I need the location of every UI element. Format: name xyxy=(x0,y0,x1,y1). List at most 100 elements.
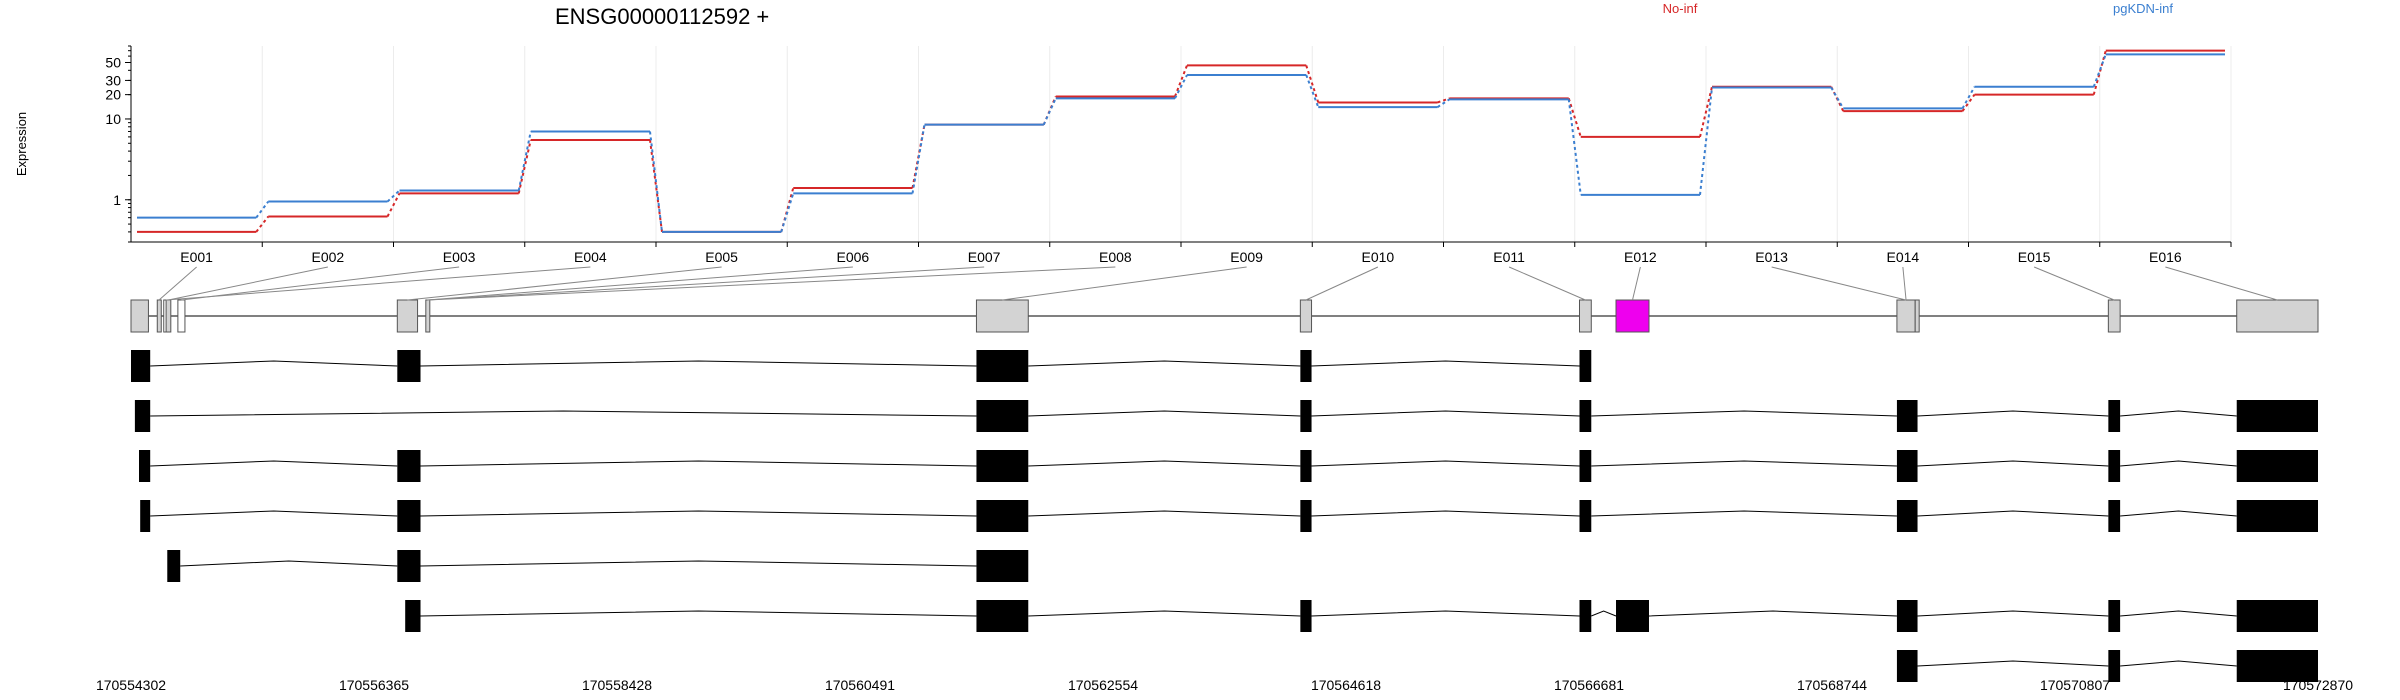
intron-line xyxy=(420,510,977,517)
x-tick-label: E004 xyxy=(574,249,607,265)
transcript-exon xyxy=(1579,600,1592,632)
exon-link xyxy=(1002,266,1247,301)
y-tick-label: 30 xyxy=(105,72,121,88)
transcript-exon xyxy=(1300,350,1312,382)
genomic-tick-label: 170570807 xyxy=(2040,677,2110,693)
legend-pgkdn-inf: pgKDN-inf xyxy=(2113,1,2173,16)
transcript-exon xyxy=(1579,400,1592,432)
transcripts xyxy=(131,350,2318,682)
intron-line xyxy=(2120,510,2237,517)
series-connector xyxy=(1436,98,1451,108)
series-connector xyxy=(1437,97,1450,104)
genomic-tick-label: 170568744 xyxy=(1797,677,1867,693)
exon-link xyxy=(427,266,1116,301)
x-tick-label: E006 xyxy=(837,249,870,265)
transcript-exon xyxy=(405,600,421,632)
x-tick-label: E013 xyxy=(1755,249,1788,265)
legend-no-inf: No-inf xyxy=(1663,1,1698,16)
intron-line xyxy=(1028,410,1301,417)
transcript-exon xyxy=(2236,500,2318,532)
series-connector xyxy=(1699,86,1713,138)
transcript-exon xyxy=(976,500,1029,532)
genomic-tick-label: 170572870 xyxy=(2283,677,2353,693)
intron-line xyxy=(150,360,398,367)
exon-link xyxy=(1508,266,1586,301)
transcript-exon xyxy=(976,450,1029,482)
transcript-exon xyxy=(2108,500,2121,532)
intron-line xyxy=(150,460,398,467)
x-tick-label: E010 xyxy=(1362,249,1395,265)
intron-line xyxy=(180,560,398,567)
intron-line xyxy=(1917,610,2109,617)
series-connector xyxy=(386,189,401,203)
exon-box xyxy=(975,299,1029,333)
exon-link xyxy=(2165,266,2278,301)
x-tick-label: E014 xyxy=(1887,249,1920,265)
transcript-exon xyxy=(2236,600,2318,632)
x-tick-label: E012 xyxy=(1624,249,1657,265)
y-tick-label: 50 xyxy=(105,54,121,70)
exon-box xyxy=(1615,299,1650,333)
exon-link xyxy=(158,266,197,301)
x-tick-label: E016 xyxy=(2149,249,2182,265)
series-connector xyxy=(1567,99,1582,195)
transcript-row xyxy=(1896,650,2318,682)
transcript-exon xyxy=(2108,650,2121,682)
series-connector xyxy=(517,131,532,191)
transcript-exon xyxy=(167,550,181,582)
transcript-exon xyxy=(2108,450,2121,482)
y-axis-label: Expression xyxy=(14,112,29,176)
x-tick-label: E007 xyxy=(968,249,1001,265)
transcript-exon xyxy=(2108,400,2121,432)
transcript-exon xyxy=(131,350,151,382)
intron-line xyxy=(150,510,398,517)
transcript-exon xyxy=(134,400,151,432)
exon-link xyxy=(1902,266,1907,301)
exon-link xyxy=(1632,266,1641,301)
transcript-exon xyxy=(397,550,421,582)
intron-line xyxy=(420,610,977,617)
x-tick-label: E015 xyxy=(2018,249,2051,265)
transcript-row xyxy=(405,600,2318,632)
exon-link xyxy=(427,266,853,301)
y-tick-label: 1 xyxy=(113,192,121,208)
intron-line xyxy=(1917,510,2109,517)
series-connector xyxy=(1830,87,1845,109)
x-tick-label: E011 xyxy=(1493,249,1525,265)
genomic-tick-label: 170566681 xyxy=(1554,677,1624,693)
exon-link xyxy=(181,266,460,301)
transcript-exon xyxy=(397,450,421,482)
series-pgkdn-inf xyxy=(137,53,2225,233)
x-tick-label: E001 xyxy=(180,249,213,265)
genomic-tick-label: 170556365 xyxy=(339,677,409,693)
transcript-exon xyxy=(140,500,151,532)
transcript-exon xyxy=(976,600,1029,632)
series-connector xyxy=(1961,86,1976,109)
y-tick-label: 10 xyxy=(105,111,121,127)
series-connector xyxy=(1174,74,1188,99)
intron-line xyxy=(1591,410,1897,417)
exon-box xyxy=(2107,299,2121,333)
x-tick-label: E002 xyxy=(312,249,345,265)
gene-model xyxy=(130,266,2319,333)
intron-line xyxy=(1591,610,1617,617)
x-tick-label: E009 xyxy=(1230,249,1263,265)
transcript-exon xyxy=(976,400,1029,432)
transcript-exon xyxy=(2108,600,2121,632)
transcript-row xyxy=(140,500,2318,532)
intron-line xyxy=(420,460,977,467)
intron-line xyxy=(1311,510,1580,517)
exon-box xyxy=(396,299,419,333)
intron-line xyxy=(1311,610,1580,617)
transcript-exon xyxy=(1616,600,1649,632)
transcript-exon xyxy=(1896,500,1918,532)
intron-line xyxy=(1917,660,2109,667)
exon-link xyxy=(168,266,328,301)
genomic-tick-label: 170554302 xyxy=(96,677,166,693)
genomic-tick-label: 170564618 xyxy=(1311,677,1381,693)
intron-line xyxy=(1311,360,1580,367)
transcript-exon xyxy=(1896,650,1918,682)
transcript-exon xyxy=(1896,600,1918,632)
